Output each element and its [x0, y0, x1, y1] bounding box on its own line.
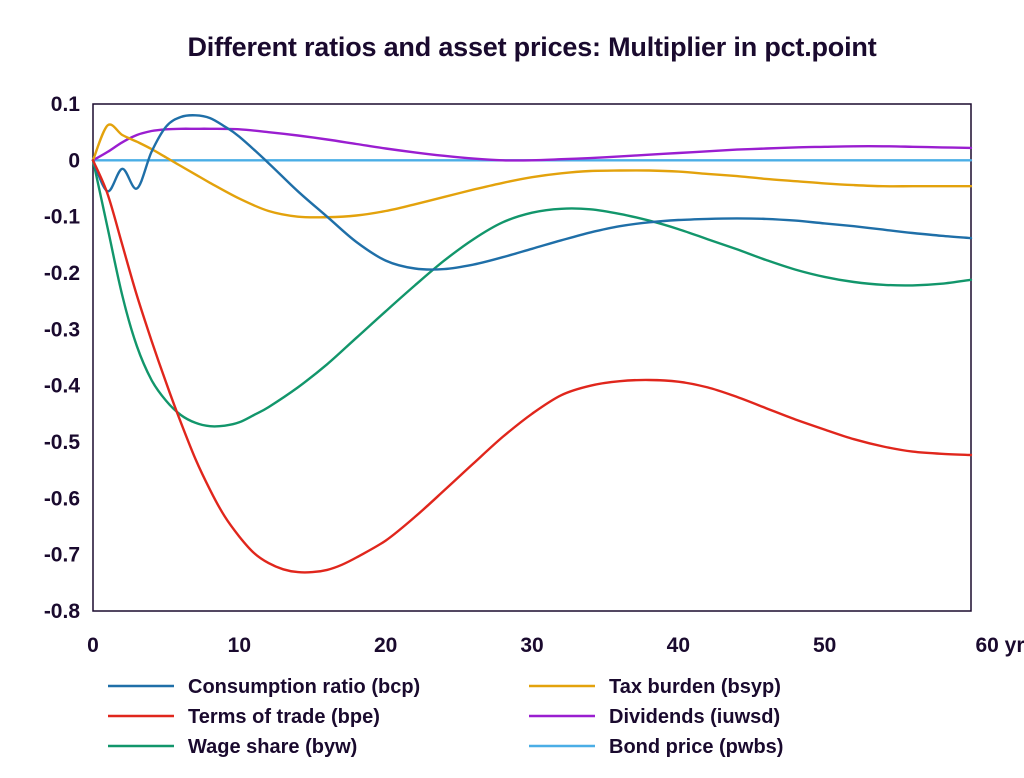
legend-label-tax-burden: Tax burden (bsyp) [609, 676, 781, 698]
series-line-consumption-ratio [91, 114, 973, 271]
plot-frame [92, 103, 972, 612]
x-tick-label: 30 [520, 634, 543, 657]
y-tick-label: -0.8 [44, 600, 81, 623]
y-tick-label: -0.1 [44, 206, 81, 229]
x-tick-label: 20 [374, 634, 397, 657]
series-line-terms-of-trade [91, 159, 973, 574]
legend-label-bond-price: Bond price (pwbs) [609, 736, 783, 758]
x-tick-label: 0 [87, 634, 99, 657]
x-tick-label: 40 [667, 634, 690, 657]
y-tick-label: -0.4 [44, 375, 81, 398]
x-axis: 0 10 20 30 40 50 60 yr [87, 634, 1024, 657]
legend-label-consumption-ratio: Consumption ratio (bcp) [188, 676, 420, 698]
x-tick-label: 10 [228, 634, 251, 657]
series-line-tax-burden [91, 123, 973, 219]
legend-label-terms-of-trade: Terms of trade (bpe) [188, 706, 380, 728]
series-line-dividends [91, 127, 973, 162]
x-tick-label: 50 [813, 634, 836, 657]
legend: Consumption ratio (bcp) Terms of trade (b… [108, 676, 783, 758]
y-axis: 0.1 0 -0.1 -0.2 -0.3 -0.4 -0.5 -0.6 -0.7 -0.8 [44, 93, 81, 623]
x-tick-label: 60 yr [975, 634, 1024, 657]
y-tick-label: -0.7 [44, 544, 80, 567]
y-tick-label: -0.3 [44, 318, 80, 341]
series-line-wage-share [91, 159, 973, 428]
series-layer [91, 114, 973, 574]
y-tick-label: 0 [68, 149, 80, 172]
y-tick-label: 0.1 [51, 93, 81, 116]
y-tick-label: -0.5 [44, 431, 81, 454]
chart-title: Different ratios and asset prices: Multi… [187, 32, 877, 62]
legend-label-dividends: Dividends (iuwsd) [609, 706, 780, 728]
legend-label-wage-share: Wage share (byw) [188, 736, 357, 758]
y-tick-label: -0.2 [44, 262, 80, 285]
y-tick-label: -0.6 [44, 487, 80, 510]
